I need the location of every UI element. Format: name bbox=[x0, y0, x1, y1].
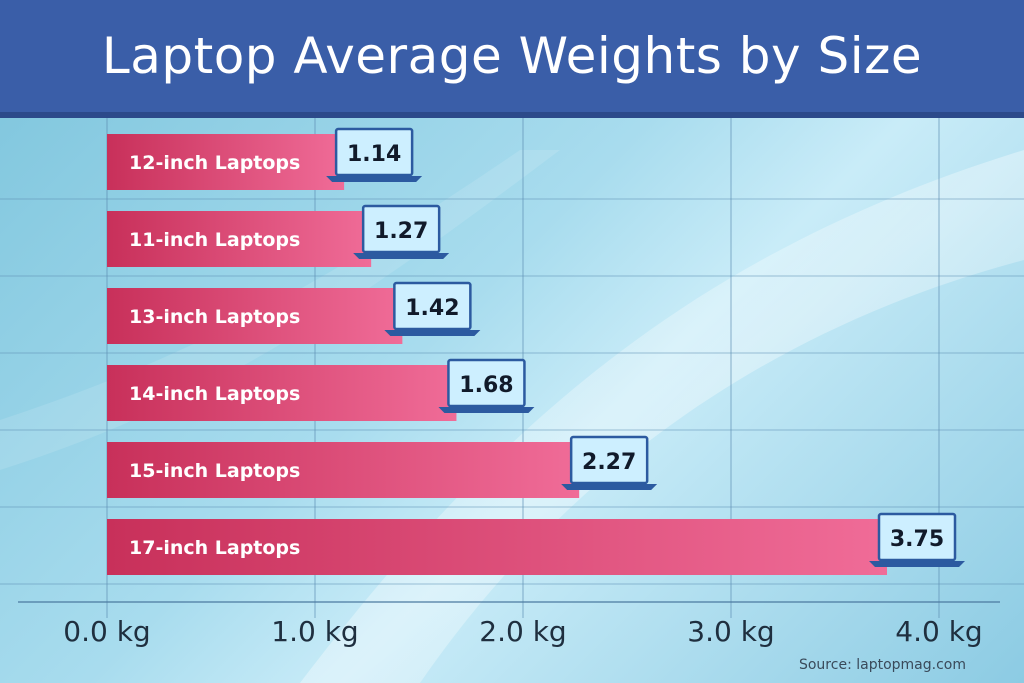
laptop-base bbox=[869, 561, 965, 567]
bar-value-label: 2.27 bbox=[582, 450, 636, 475]
bar-group: 17-inch Laptops 3.75 bbox=[107, 512, 965, 575]
laptop-icon bbox=[438, 358, 535, 413]
bar bbox=[107, 134, 345, 190]
bar-category-label: 12-inch Laptops bbox=[129, 152, 300, 174]
bar bbox=[107, 519, 887, 575]
bar-group: 14-inch Laptops 1.68 bbox=[107, 358, 535, 421]
bar-category-label: 11-inch Laptops bbox=[129, 229, 300, 251]
x-tick-label: 2.0 kg bbox=[479, 615, 566, 648]
laptop-screen bbox=[877, 512, 957, 562]
laptop-screen bbox=[361, 204, 441, 254]
laptop-screen bbox=[393, 281, 472, 331]
bar-category-label: 17-inch Laptops bbox=[129, 537, 300, 559]
x-tick-label: 4.0 kg bbox=[895, 615, 982, 648]
bar-group: 15-inch Laptops 2.27 bbox=[107, 435, 658, 498]
laptop-icon bbox=[561, 435, 658, 490]
laptop-base bbox=[353, 253, 450, 259]
laptop-icon bbox=[384, 281, 481, 336]
bar-category-label: 15-inch Laptops bbox=[129, 460, 300, 482]
laptop-base bbox=[561, 484, 658, 490]
laptop-base bbox=[438, 407, 535, 413]
bar-group: 11-inch Laptops 1.27 bbox=[107, 204, 450, 267]
bar-group: 12-inch Laptops 1.14 bbox=[107, 127, 423, 190]
bar-category-label: 13-inch Laptops bbox=[129, 306, 300, 328]
chart-header: Laptop Average Weights by Size bbox=[0, 0, 1024, 118]
laptop-icon bbox=[353, 204, 450, 259]
bar-category-label: 14-inch Laptops bbox=[129, 383, 300, 405]
bar-value-label: 1.27 bbox=[374, 219, 428, 244]
laptop-screen bbox=[447, 358, 526, 408]
bar-value-label: 1.42 bbox=[405, 296, 459, 321]
bar-value-label: 1.68 bbox=[459, 373, 513, 398]
x-tick-label: 0.0 kg bbox=[63, 615, 150, 648]
bar bbox=[107, 288, 403, 344]
bar bbox=[107, 442, 580, 498]
bar-group: 13-inch Laptops 1.42 bbox=[107, 281, 481, 344]
bar bbox=[107, 211, 372, 267]
laptop-base bbox=[384, 330, 481, 336]
laptop-icon bbox=[869, 512, 965, 567]
laptop-screen bbox=[334, 127, 414, 177]
source-note: Source: laptopmag.com bbox=[798, 657, 966, 673]
bar-value-label: 1.14 bbox=[347, 142, 401, 167]
laptop-base bbox=[326, 176, 423, 182]
laptop-icon bbox=[326, 127, 423, 182]
bar-value-label: 3.75 bbox=[890, 527, 944, 552]
bar bbox=[107, 365, 457, 421]
chart-title: Laptop Average Weights by Size bbox=[101, 27, 923, 85]
laptop-screen bbox=[569, 435, 649, 485]
x-tick-label: 1.0 kg bbox=[271, 615, 358, 648]
x-tick-label: 3.0 kg bbox=[687, 615, 774, 648]
